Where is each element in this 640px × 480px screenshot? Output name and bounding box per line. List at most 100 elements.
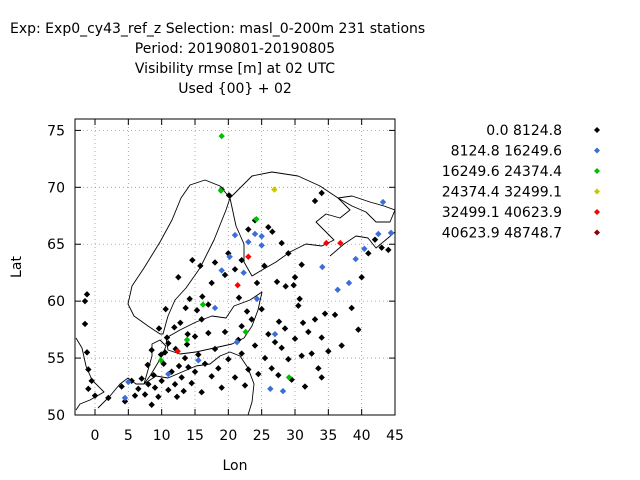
station-point xyxy=(233,338,241,346)
station-point xyxy=(217,187,225,194)
station-point xyxy=(189,256,196,264)
station-point xyxy=(157,357,165,364)
station-point xyxy=(181,354,189,362)
station-point xyxy=(253,215,260,223)
station-point xyxy=(215,365,222,372)
legend: 0.0 8124.8 8124.8 16249.6 16249.6 24374.4 2… xyxy=(442,123,600,242)
legend-marker xyxy=(594,209,600,215)
station-point xyxy=(251,230,259,238)
station-point xyxy=(184,330,191,338)
station-point xyxy=(151,384,159,391)
station-point xyxy=(125,378,132,386)
x-tick-label: 45 xyxy=(386,428,404,444)
y-axis-ticks: 50 55 60 65 70 75 xyxy=(47,123,395,424)
station-point xyxy=(218,384,225,391)
station-point xyxy=(135,385,142,393)
station-point xyxy=(158,377,165,385)
station-point xyxy=(275,371,282,379)
station-point xyxy=(218,267,225,274)
y-axis-label: Lat xyxy=(9,256,25,278)
station-point xyxy=(195,351,202,358)
station-point xyxy=(199,301,207,308)
station-point xyxy=(338,342,345,349)
station-point xyxy=(295,302,302,309)
station-point xyxy=(231,231,239,239)
station-point xyxy=(83,349,91,356)
station-point xyxy=(245,226,252,233)
station-point xyxy=(258,242,265,249)
station-point xyxy=(226,253,233,260)
station-point xyxy=(231,266,239,273)
station-point xyxy=(301,383,309,390)
station-point xyxy=(365,250,372,257)
station-point xyxy=(305,328,312,336)
station-point xyxy=(138,375,145,382)
coastline-baltic xyxy=(165,291,263,355)
data-points xyxy=(81,132,395,408)
station-point xyxy=(105,394,112,402)
station-point xyxy=(205,329,212,337)
station-point xyxy=(165,370,172,378)
station-point xyxy=(285,374,293,381)
station-point xyxy=(241,382,249,389)
y-tick-label: 55 xyxy=(47,351,65,367)
coastline-finland xyxy=(229,171,351,277)
station-point xyxy=(255,370,262,378)
station-point xyxy=(275,318,283,325)
station-point xyxy=(174,348,181,355)
y-tick-label: 75 xyxy=(47,123,65,139)
station-point xyxy=(348,304,355,312)
station-point xyxy=(201,360,209,367)
station-point xyxy=(258,233,265,240)
station-point xyxy=(245,366,252,373)
x-tick-label: 35 xyxy=(319,428,337,444)
station-point xyxy=(162,305,169,313)
station-point xyxy=(155,325,163,332)
station-point xyxy=(218,132,225,140)
x-tick-label: 15 xyxy=(186,428,204,444)
station-point xyxy=(193,307,201,314)
station-point xyxy=(318,189,325,197)
station-point xyxy=(253,295,261,303)
station-point xyxy=(183,336,191,344)
station-point xyxy=(171,381,179,388)
y-tick-label: 70 xyxy=(47,180,65,196)
station-point xyxy=(199,293,206,300)
station-point xyxy=(211,259,219,266)
station-point xyxy=(221,328,229,336)
station-point xyxy=(281,325,289,332)
station-point xyxy=(337,239,344,247)
station-point xyxy=(198,316,205,323)
station-point xyxy=(141,391,149,398)
station-point xyxy=(225,192,233,199)
station-point xyxy=(253,279,261,287)
station-point xyxy=(188,379,195,387)
station-point xyxy=(171,324,178,331)
station-point xyxy=(278,239,285,247)
station-point xyxy=(235,294,243,301)
station-point xyxy=(334,286,341,293)
station-point xyxy=(211,304,219,312)
legend-marker xyxy=(594,188,600,195)
used-title: Used {00} + 02 xyxy=(178,81,292,97)
station-point xyxy=(85,366,92,373)
station-point xyxy=(265,330,272,338)
legend-label: 40623.9 48748.7 xyxy=(442,226,562,242)
station-point xyxy=(285,356,292,363)
station-point xyxy=(175,362,183,370)
y-tick-label: 65 xyxy=(47,237,65,253)
station-point xyxy=(318,374,325,381)
station-point xyxy=(296,295,303,303)
station-point xyxy=(238,323,245,330)
station-point xyxy=(242,328,249,336)
station-point xyxy=(238,350,245,357)
station-point xyxy=(261,262,268,270)
station-point xyxy=(375,230,382,238)
station-point xyxy=(175,274,182,281)
station-point xyxy=(157,351,165,358)
x-tick-label: 5 xyxy=(124,428,133,444)
station-point xyxy=(331,311,339,319)
station-point xyxy=(198,389,205,396)
y-tick-label: 50 xyxy=(47,408,65,424)
legend-label: 8124.8 16249.6 xyxy=(451,144,562,160)
